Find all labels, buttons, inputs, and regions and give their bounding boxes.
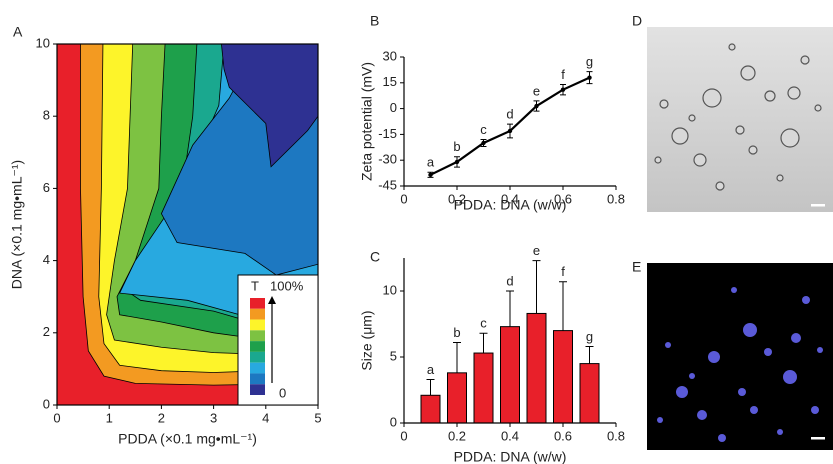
plot-frame [56, 43, 319, 406]
x-tick-label: 0 [400, 191, 407, 206]
legend-swatch [250, 362, 265, 374]
bar [500, 326, 520, 424]
bar-annotation: b [453, 325, 460, 340]
panel-label: B [370, 13, 379, 29]
x-tick-label: 2 [158, 410, 165, 425]
image-e [647, 263, 833, 450]
legend-swatch [250, 341, 265, 352]
panel-label: C [370, 249, 380, 265]
legend-swatch [250, 330, 265, 342]
panel-label: E [632, 259, 641, 275]
panel-label: D [632, 13, 642, 29]
data-point [454, 159, 460, 165]
y-tick-label: 5 [390, 348, 397, 363]
legend-swatch [250, 373, 265, 385]
y-tick-label: -30 [378, 152, 397, 167]
legend-swatch [250, 308, 265, 320]
bar [553, 330, 573, 424]
data-point [560, 87, 566, 92]
x-tick-label: 0 [53, 410, 60, 425]
data-point [428, 172, 433, 178]
bar [473, 352, 494, 424]
error-bar [532, 260, 541, 314]
bar [447, 372, 467, 424]
x-tick-label: 4 [262, 410, 269, 425]
bar-annotation: f [561, 264, 565, 279]
bar-annotation: d [506, 273, 513, 288]
x-axis-label: PDDA: DNA (w/w) [454, 197, 567, 213]
y-axis-label: Zeta potential (mV) [359, 62, 375, 181]
data-point [481, 140, 486, 146]
point-annotation: b [453, 139, 460, 154]
y-axis-label: Size (μm) [359, 310, 375, 370]
point-annotation: c [480, 122, 487, 137]
x-tick-label: 5 [314, 410, 321, 425]
error-bar [559, 281, 567, 331]
x-tick-label: 0 [400, 428, 407, 443]
point-annotation: a [427, 155, 435, 170]
legend-top-label: 100% [270, 278, 304, 293]
y-tick-label: 0 [43, 396, 50, 411]
legend-swatch [250, 384, 265, 395]
error-bar [426, 378, 435, 396]
y-tick-label: 8 [43, 108, 50, 123]
y-tick-label: -45 [378, 177, 397, 192]
y-tick-label: 6 [43, 180, 50, 195]
point-annotation: g [586, 54, 593, 69]
legend-bottom-label: 0 [279, 385, 286, 400]
legend-swatch [250, 298, 265, 309]
legend-arrowhead [268, 296, 276, 304]
error-bar [585, 345, 594, 364]
y-tick-label: 10 [36, 35, 50, 50]
x-tick-label: 0.6 [554, 428, 572, 443]
y-tick-label: 10 [383, 282, 397, 297]
bar [579, 363, 600, 424]
x-tick-label: 3 [210, 410, 217, 425]
data-point [534, 103, 539, 109]
point-annotation: f [561, 67, 565, 82]
legend-swatch [250, 319, 265, 331]
bar-annotation: c [480, 316, 487, 331]
y-tick-label: 0 [390, 414, 397, 429]
legend-title: T [251, 278, 259, 293]
x-tick-label: 0.8 [607, 428, 625, 443]
x-tick-label: 0.8 [607, 191, 625, 206]
panel-label: A [13, 24, 23, 40]
bar-annotation: g [586, 329, 593, 344]
x-tick-label: 0.2 [448, 191, 466, 206]
x-tick-label: 0.2 [448, 428, 466, 443]
y-tick-label: 4 [43, 252, 50, 267]
x-axis-label: PDDA: DNA (w/w) [454, 449, 567, 464]
point-annotation: e [533, 83, 540, 98]
x-tick-label: 1 [106, 410, 113, 425]
bar-annotation: e [533, 243, 540, 258]
y-tick-label: -15 [378, 126, 397, 141]
bar-annotation: a [427, 362, 435, 377]
y-tick-label: 0 [390, 100, 397, 115]
bar [420, 394, 441, 424]
y-tick-label: 15 [383, 74, 397, 89]
x-tick-label: 0.6 [554, 191, 572, 206]
x-tick-label: 0.4 [501, 191, 519, 206]
bar [526, 312, 547, 424]
x-tick-label: 0.4 [501, 428, 519, 443]
error-bar [479, 332, 488, 354]
x-axis-label: PDDA (×0.1 mg•mL⁻¹) [118, 431, 257, 447]
y-axis-label: DNA (×0.1 mg•mL⁻¹) [9, 160, 25, 289]
image-d [647, 27, 833, 212]
y-tick-label: 2 [43, 324, 50, 339]
data-point [587, 75, 592, 80]
data-point [507, 128, 513, 134]
point-annotation: d [506, 107, 513, 122]
legend-swatch [250, 351, 265, 363]
error-bar [506, 290, 514, 327]
y-tick-label: 30 [383, 48, 397, 63]
error-bar [453, 341, 461, 373]
